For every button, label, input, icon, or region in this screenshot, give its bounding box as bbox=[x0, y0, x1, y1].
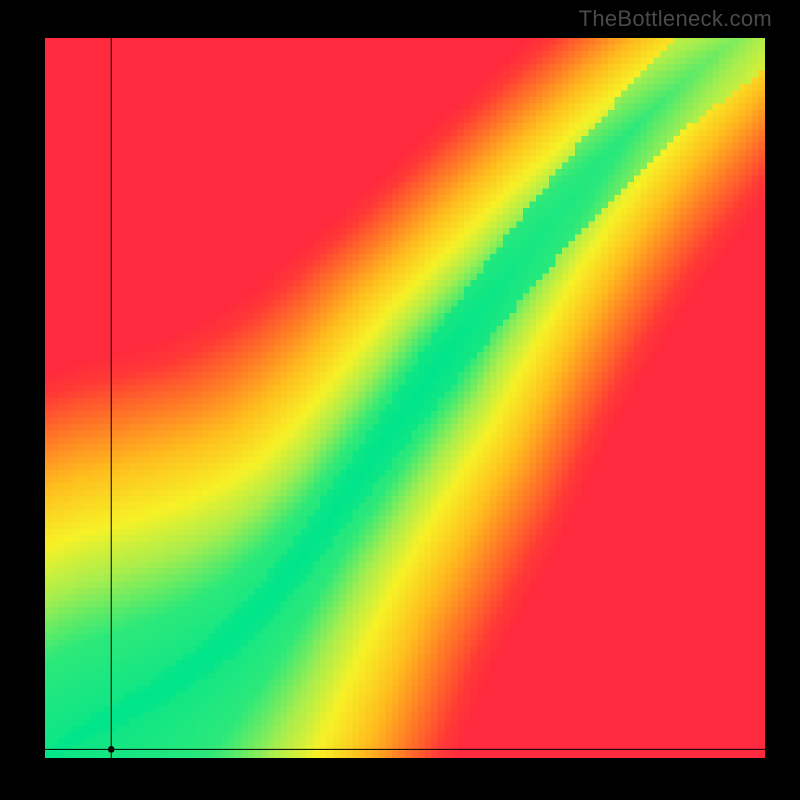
bottleneck-heatmap bbox=[45, 38, 765, 758]
watermark-text: TheBottleneck.com bbox=[579, 6, 772, 32]
heatmap-canvas bbox=[45, 38, 765, 758]
